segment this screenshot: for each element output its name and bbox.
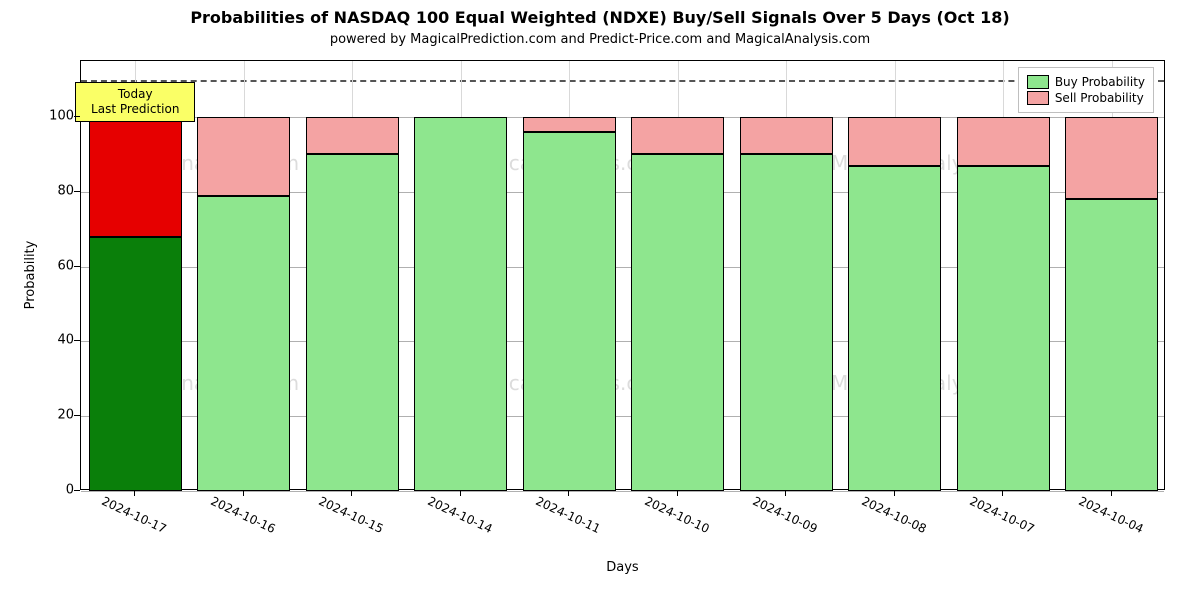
bar-segment-sell xyxy=(306,117,399,154)
y-axis-label: Probability xyxy=(23,241,38,310)
legend-label: Buy Probability xyxy=(1055,75,1145,89)
x-axis-label: Days xyxy=(80,560,1165,575)
bar-segment-sell xyxy=(89,117,182,237)
x-tick-mark xyxy=(460,490,461,496)
x-tick-mark xyxy=(568,490,569,496)
y-tick-label: 0 xyxy=(24,483,74,498)
x-tick-label: 2024-10-14 xyxy=(425,494,494,536)
bar-segment-sell xyxy=(848,117,941,166)
y-tick-label: 20 xyxy=(24,408,74,423)
bar-segment-buy xyxy=(414,117,507,491)
x-tick-label: 2024-10-16 xyxy=(208,494,277,536)
legend-label: Sell Probability xyxy=(1055,91,1144,105)
y-tick-label: 40 xyxy=(24,333,74,348)
x-tick-label: 2024-10-17 xyxy=(100,494,169,536)
bar-group xyxy=(631,117,724,491)
x-tick-mark xyxy=(351,490,352,496)
annotation-line1: Today xyxy=(86,87,184,102)
x-tick-label: 2024-10-10 xyxy=(642,494,711,536)
legend-item: Buy Probability xyxy=(1027,75,1145,89)
bar-segment-sell xyxy=(740,117,833,154)
y-axis-ticks: 020406080100 xyxy=(0,60,80,490)
bar-group xyxy=(89,117,182,491)
y-tick-mark xyxy=(74,415,80,416)
annotation-today: TodayLast Prediction xyxy=(75,82,195,122)
bar-segment-sell xyxy=(523,117,616,132)
bar-segment-sell xyxy=(1065,117,1158,199)
bar-group xyxy=(740,117,833,491)
bar-group xyxy=(306,117,399,491)
y-tick-mark xyxy=(74,191,80,192)
bar-segment-buy xyxy=(306,154,399,491)
plot-area: MagicalAnalysis.comMagicalAnalysis.comMa… xyxy=(80,60,1165,490)
x-tick-mark xyxy=(677,490,678,496)
x-tick-mark xyxy=(1111,490,1112,496)
y-tick-label: 100 xyxy=(24,109,74,124)
legend-swatch-sell xyxy=(1027,91,1049,105)
bar-segment-sell xyxy=(197,117,290,196)
y-tick-mark xyxy=(74,340,80,341)
bar-group xyxy=(523,117,616,491)
x-tick-label: 2024-10-04 xyxy=(1076,494,1145,536)
chart-title: Probabilities of NASDAQ 100 Equal Weight… xyxy=(0,8,1200,27)
bar-group xyxy=(848,117,941,491)
chart-subtitle: powered by MagicalPrediction.com and Pre… xyxy=(0,32,1200,47)
bar-segment-sell xyxy=(631,117,724,154)
x-tick-mark xyxy=(894,490,895,496)
legend-swatch-buy xyxy=(1027,75,1049,89)
bar-group xyxy=(1065,117,1158,491)
x-tick-label: 2024-10-15 xyxy=(317,494,386,536)
bar-group xyxy=(414,117,507,491)
bar-segment-buy xyxy=(197,196,290,491)
chart-container: Probabilities of NASDAQ 100 Equal Weight… xyxy=(0,0,1200,600)
annotation-line2: Last Prediction xyxy=(86,102,184,117)
x-tick-mark xyxy=(243,490,244,496)
bar-segment-buy xyxy=(631,154,724,491)
legend-item: Sell Probability xyxy=(1027,91,1145,105)
x-tick-label: 2024-10-07 xyxy=(968,494,1037,536)
x-tick-label: 2024-10-11 xyxy=(534,494,603,536)
bar-segment-buy xyxy=(740,154,833,491)
legend: Buy Probability Sell Probability xyxy=(1018,67,1154,113)
bar-segment-buy xyxy=(1065,199,1158,491)
x-tick-mark xyxy=(785,490,786,496)
bar-group xyxy=(957,117,1050,491)
bar-group xyxy=(197,117,290,491)
y-tick-mark xyxy=(74,116,80,117)
x-axis-ticks: 2024-10-17 2024-10-16 2024-10-15 2024-10-14… xyxy=(80,490,1165,570)
y-tick-label: 80 xyxy=(24,183,74,198)
bar-segment-sell xyxy=(957,117,1050,166)
bar-segment-buy xyxy=(848,166,941,491)
bar-segment-buy xyxy=(523,132,616,491)
bar-segment-buy xyxy=(89,237,182,491)
x-tick-label: 2024-10-09 xyxy=(751,494,820,536)
y-tick-mark xyxy=(74,266,80,267)
x-tick-mark xyxy=(1002,490,1003,496)
x-tick-mark xyxy=(134,490,135,496)
x-tick-label: 2024-10-08 xyxy=(859,494,928,536)
bar-segment-buy xyxy=(957,166,1050,491)
